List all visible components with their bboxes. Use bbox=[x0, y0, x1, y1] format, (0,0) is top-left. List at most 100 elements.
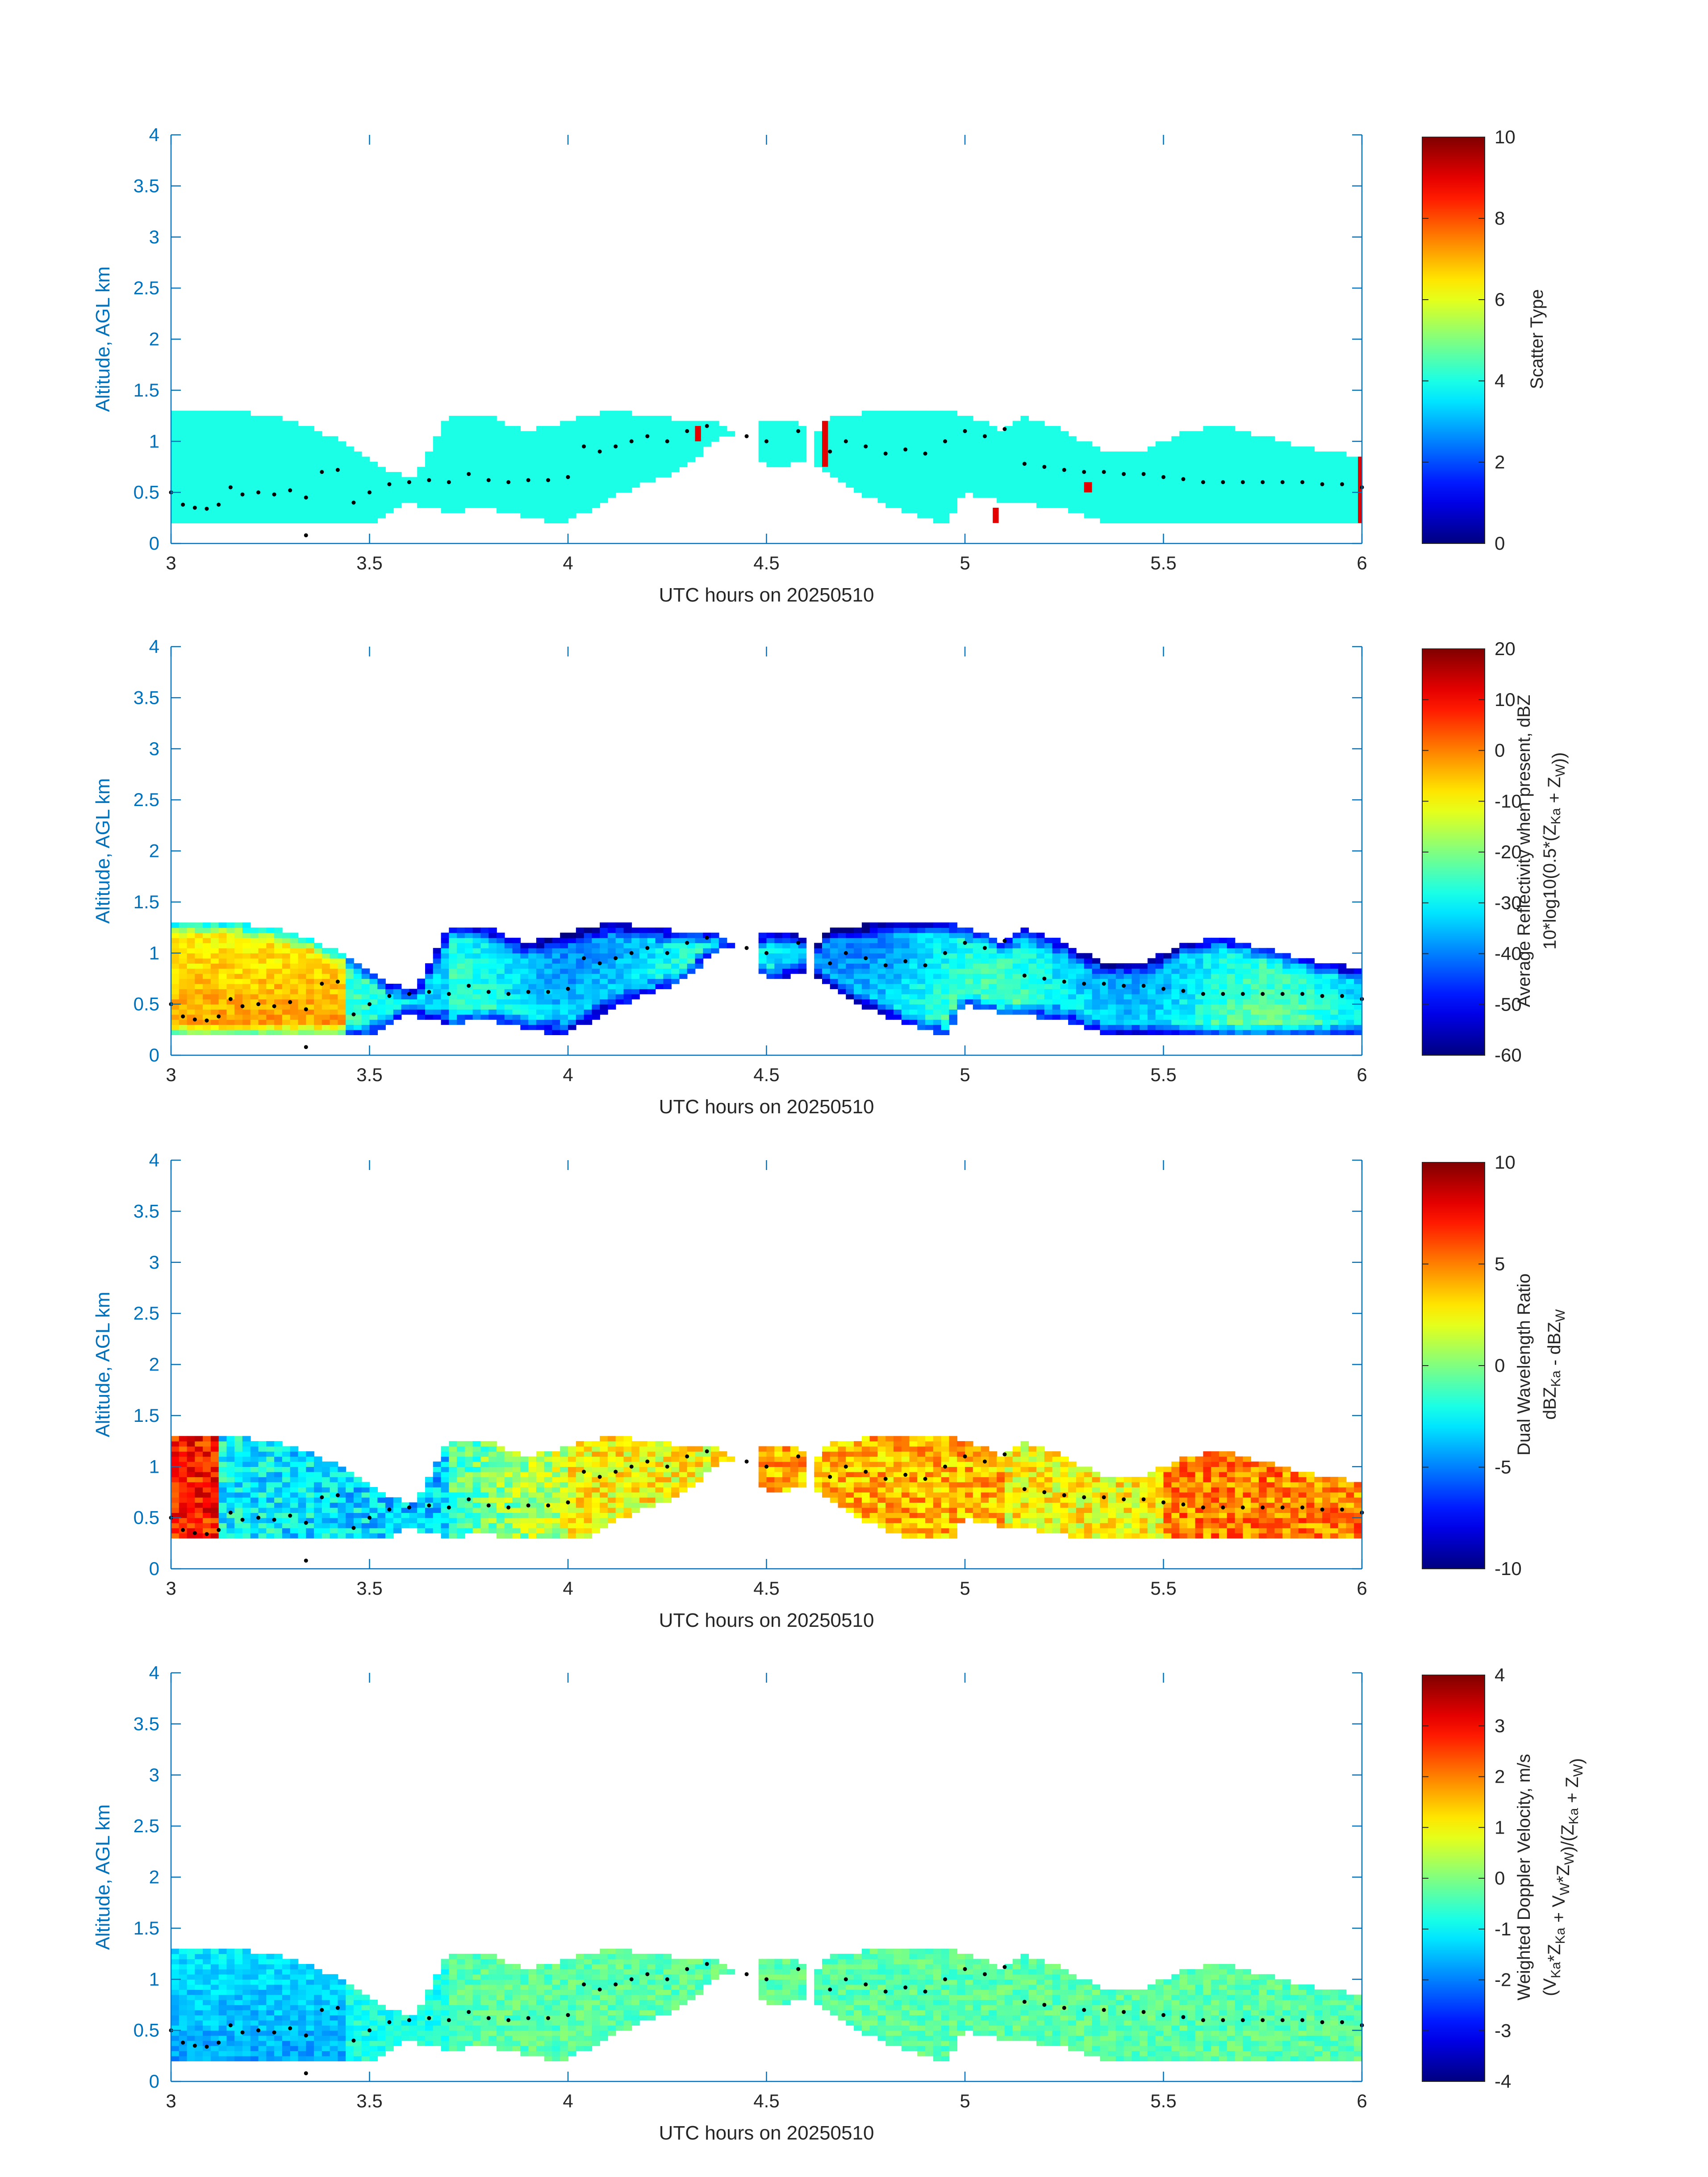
heatmap-cell bbox=[1060, 487, 1069, 493]
heatmap-cell bbox=[941, 958, 950, 964]
heatmap-cell bbox=[592, 948, 600, 953]
heatmap-cell bbox=[655, 416, 664, 422]
data-point bbox=[1280, 480, 1285, 485]
heatmap-cell bbox=[568, 462, 576, 468]
heatmap-cell bbox=[195, 968, 203, 974]
heatmap-cell bbox=[861, 974, 870, 979]
heatmap-cell bbox=[218, 436, 227, 442]
heatmap-cell bbox=[187, 953, 196, 959]
heatmap-spike bbox=[1358, 456, 1362, 523]
heatmap-cell bbox=[615, 487, 624, 493]
heatmap-cell bbox=[869, 456, 878, 462]
heatmap-cell bbox=[552, 472, 560, 478]
heatmap-cell bbox=[766, 451, 775, 457]
heatmap-cell bbox=[1274, 446, 1283, 452]
heatmap-cell bbox=[1187, 968, 1196, 974]
heatmap-cell bbox=[1187, 487, 1196, 493]
heatmap-cell bbox=[1211, 963, 1219, 969]
heatmap-cell bbox=[536, 963, 545, 969]
heatmap-cell bbox=[901, 932, 910, 938]
heatmap-cell bbox=[1251, 1019, 1259, 1025]
heatmap-cell bbox=[1227, 456, 1236, 462]
heatmap-cell bbox=[1298, 958, 1307, 964]
heatmap-cell bbox=[187, 492, 196, 498]
heatmap-cell bbox=[306, 994, 314, 999]
heatmap-cell bbox=[1020, 436, 1029, 442]
heatmap-cell bbox=[576, 928, 585, 933]
heatmap-cell bbox=[242, 462, 251, 468]
heatmap-cell bbox=[1243, 1024, 1251, 1030]
heatmap-cell bbox=[250, 983, 259, 990]
heatmap-cell bbox=[894, 416, 902, 422]
heatmap-cell bbox=[925, 507, 934, 514]
data-point bbox=[1022, 974, 1027, 978]
heatmap-cell bbox=[925, 999, 934, 1005]
data-point bbox=[883, 451, 888, 456]
heatmap-cell bbox=[171, 1451, 180, 1457]
heatmap-cell bbox=[790, 937, 799, 944]
heatmap-cell bbox=[1068, 968, 1077, 974]
heatmap-cell bbox=[1084, 462, 1093, 468]
heatmap-cell bbox=[282, 994, 291, 999]
heatmap-cell bbox=[361, 518, 370, 523]
heatmap-cell bbox=[266, 953, 275, 959]
heatmap-cell bbox=[322, 507, 330, 514]
heatmap-cell bbox=[353, 513, 362, 518]
data-point bbox=[387, 994, 392, 998]
heatmap-cell bbox=[1068, 1004, 1077, 1010]
heatmap-cell bbox=[1012, 963, 1021, 969]
heatmap-cell bbox=[377, 467, 386, 472]
heatmap-cell bbox=[584, 948, 593, 953]
heatmap-cell bbox=[330, 482, 338, 488]
heatmap-cell bbox=[655, 963, 664, 969]
heatmap-cell bbox=[218, 487, 227, 493]
heatmap-cell bbox=[1282, 467, 1291, 472]
heatmap-cell bbox=[290, 1024, 299, 1030]
heatmap-cell bbox=[226, 994, 235, 999]
heatmap-cell bbox=[417, 1004, 426, 1010]
heatmap-cell bbox=[1028, 451, 1037, 457]
heatmap-cell bbox=[179, 937, 188, 944]
heatmap-cell bbox=[346, 1004, 354, 1010]
data-point bbox=[903, 447, 908, 452]
heatmap-cell bbox=[218, 1014, 227, 1020]
heatmap-cell bbox=[274, 451, 283, 457]
heatmap-cell bbox=[1243, 518, 1251, 523]
heatmap-cell bbox=[417, 1014, 426, 1020]
heatmap-cell bbox=[568, 467, 576, 472]
data-point bbox=[367, 1002, 372, 1007]
heatmap-cell bbox=[973, 994, 981, 999]
heatmap-cell bbox=[171, 1004, 180, 1010]
heatmap-cell bbox=[338, 1014, 346, 1020]
heatmap-cell bbox=[592, 467, 600, 472]
heatmap-cell bbox=[536, 482, 545, 488]
heatmap-cell bbox=[1219, 943, 1228, 949]
heatmap-cell bbox=[346, 487, 354, 493]
heatmap-cell bbox=[234, 928, 243, 933]
heatmap-cell bbox=[1084, 467, 1093, 472]
heatmap-cell bbox=[584, 467, 593, 472]
heatmap-cell bbox=[226, 436, 235, 442]
heatmap-cell bbox=[298, 1029, 307, 1035]
heatmap-cell bbox=[210, 1513, 219, 1518]
heatmap-cell bbox=[1012, 978, 1021, 984]
heatmap-cell bbox=[369, 492, 378, 498]
heatmap-cell bbox=[480, 928, 489, 933]
heatmap-cell bbox=[623, 958, 632, 964]
heatmap-cell bbox=[234, 441, 243, 447]
heatmap-cell bbox=[1020, 416, 1029, 422]
heatmap-cell bbox=[179, 410, 188, 416]
heatmap-cell bbox=[1100, 487, 1108, 493]
heatmap-cell bbox=[1219, 1009, 1228, 1015]
heatmap-cell bbox=[941, 968, 950, 974]
heatmap-cell bbox=[782, 963, 791, 969]
heatmap-cell bbox=[497, 467, 505, 472]
heatmap-cell bbox=[203, 1528, 211, 1534]
heatmap-cell bbox=[933, 482, 942, 488]
heatmap-cell bbox=[1140, 462, 1148, 468]
heatmap-cell bbox=[1036, 1009, 1045, 1015]
heatmap-cell bbox=[1266, 513, 1275, 518]
heatmap-cell bbox=[234, 948, 243, 953]
heatmap-spike bbox=[993, 507, 999, 523]
heatmap-cell bbox=[1227, 948, 1236, 953]
